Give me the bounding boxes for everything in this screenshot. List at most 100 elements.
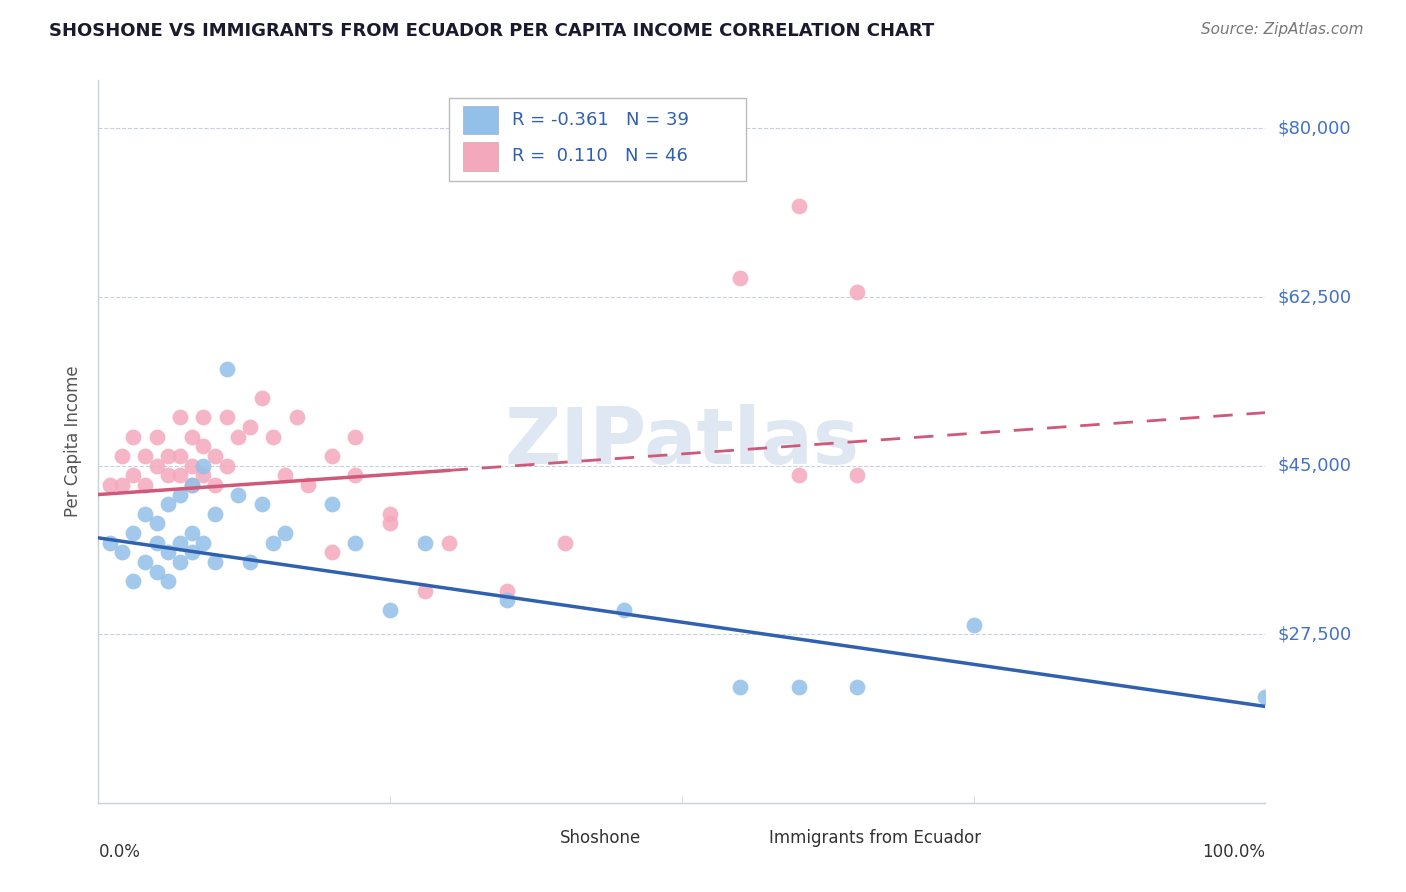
- Point: [239, 420, 262, 434]
- Point: [122, 430, 145, 444]
- Point: [122, 526, 145, 541]
- Point: [169, 555, 191, 569]
- Bar: [519, 830, 551, 847]
- Point: [122, 468, 145, 483]
- Point: [122, 574, 145, 589]
- Point: [1254, 690, 1277, 704]
- Point: [146, 430, 169, 444]
- Point: [111, 545, 134, 559]
- Point: [134, 555, 156, 569]
- Point: [169, 449, 191, 463]
- Point: [134, 507, 156, 521]
- Y-axis label: Per Capita Income: Per Capita Income: [65, 366, 83, 517]
- Point: [344, 468, 367, 483]
- Point: [157, 497, 180, 511]
- Point: [239, 555, 262, 569]
- Point: [613, 603, 636, 617]
- Text: $27,500: $27,500: [1277, 625, 1351, 643]
- Point: [215, 410, 238, 425]
- Point: [250, 391, 273, 405]
- Point: [157, 449, 180, 463]
- Point: [215, 458, 238, 473]
- Point: [321, 497, 343, 511]
- Text: Shoshone: Shoshone: [560, 830, 641, 847]
- Point: [180, 545, 202, 559]
- Point: [380, 603, 402, 617]
- Point: [285, 410, 308, 425]
- Point: [380, 516, 402, 531]
- Point: [250, 497, 273, 511]
- Point: [274, 526, 297, 541]
- Point: [554, 535, 576, 549]
- Point: [962, 617, 984, 632]
- Text: R = -0.361   N = 39: R = -0.361 N = 39: [512, 111, 689, 129]
- Text: $80,000: $80,000: [1277, 120, 1351, 137]
- Text: Source: ZipAtlas.com: Source: ZipAtlas.com: [1201, 22, 1364, 37]
- Point: [204, 507, 226, 521]
- Point: [437, 535, 460, 549]
- Text: Immigrants from Ecuador: Immigrants from Ecuador: [769, 830, 981, 847]
- Point: [193, 535, 215, 549]
- Text: $62,500: $62,500: [1277, 288, 1351, 306]
- Point: [413, 583, 436, 598]
- Point: [274, 468, 297, 483]
- Point: [193, 439, 215, 453]
- Point: [169, 410, 191, 425]
- Point: [730, 680, 752, 694]
- Point: [157, 574, 180, 589]
- Point: [146, 535, 169, 549]
- Point: [344, 430, 367, 444]
- Point: [321, 449, 343, 463]
- Point: [496, 583, 519, 598]
- Bar: [463, 105, 498, 135]
- Point: [98, 535, 121, 549]
- Point: [297, 478, 319, 492]
- Point: [787, 468, 810, 483]
- FancyBboxPatch shape: [449, 98, 747, 181]
- Point: [193, 468, 215, 483]
- Point: [169, 535, 191, 549]
- Point: [180, 458, 202, 473]
- Point: [204, 555, 226, 569]
- Point: [193, 410, 215, 425]
- Point: [846, 680, 869, 694]
- Point: [262, 430, 284, 444]
- Point: [846, 285, 869, 300]
- Point: [169, 468, 191, 483]
- Point: [380, 507, 402, 521]
- Point: [180, 478, 202, 492]
- Point: [344, 535, 367, 549]
- Point: [846, 468, 869, 483]
- Point: [180, 430, 202, 444]
- Point: [157, 545, 180, 559]
- Point: [496, 593, 519, 607]
- Text: ZIPatlas: ZIPatlas: [505, 403, 859, 480]
- Bar: [728, 830, 761, 847]
- Point: [262, 535, 284, 549]
- Point: [146, 565, 169, 579]
- Point: [204, 449, 226, 463]
- Text: R =  0.110   N = 46: R = 0.110 N = 46: [512, 147, 688, 165]
- Point: [228, 430, 250, 444]
- Point: [787, 198, 810, 212]
- Point: [204, 478, 226, 492]
- Text: SHOSHONE VS IMMIGRANTS FROM ECUADOR PER CAPITA INCOME CORRELATION CHART: SHOSHONE VS IMMIGRANTS FROM ECUADOR PER …: [49, 22, 935, 40]
- Point: [111, 449, 134, 463]
- Point: [321, 545, 343, 559]
- Text: 0.0%: 0.0%: [98, 843, 141, 861]
- Point: [730, 270, 752, 285]
- Point: [228, 487, 250, 501]
- Point: [413, 535, 436, 549]
- Bar: [463, 142, 498, 170]
- Point: [180, 526, 202, 541]
- Point: [193, 458, 215, 473]
- Point: [111, 478, 134, 492]
- Point: [146, 516, 169, 531]
- Point: [134, 449, 156, 463]
- Point: [146, 458, 169, 473]
- Point: [157, 468, 180, 483]
- Point: [169, 487, 191, 501]
- Point: [215, 362, 238, 376]
- Point: [787, 680, 810, 694]
- Point: [180, 478, 202, 492]
